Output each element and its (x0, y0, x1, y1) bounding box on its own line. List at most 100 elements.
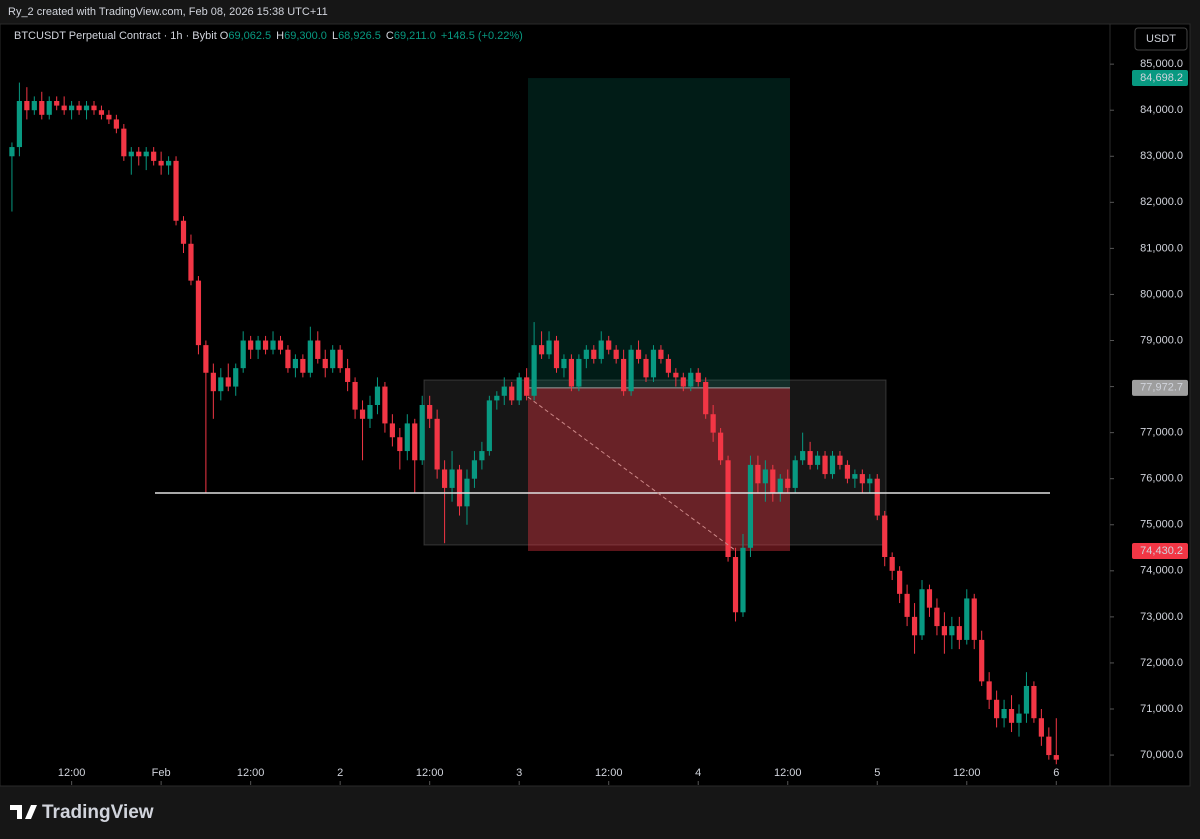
candle-body (807, 451, 813, 465)
candle-body (964, 598, 970, 640)
candle-body (240, 340, 246, 369)
price-tag (1132, 543, 1188, 560)
brand: TradingView (42, 802, 154, 823)
candle-body (546, 340, 552, 355)
candle-body (725, 460, 731, 557)
candle-body (576, 358, 582, 387)
candle-body (76, 105, 82, 111)
candle-body (747, 464, 754, 548)
candle-body (39, 101, 45, 115)
candle-body (300, 358, 306, 373)
candle-body (121, 128, 127, 157)
candle-body (46, 101, 52, 115)
candle-body (718, 432, 724, 461)
candle-body (561, 358, 567, 369)
price-tag (1132, 70, 1188, 87)
candle-body (151, 151, 157, 161)
price-tag-label: 77,972.7 (1140, 382, 1183, 394)
legend-change: +148.5 (+0.22%) (441, 30, 523, 42)
candle-body (262, 340, 269, 350)
candle-body (814, 455, 821, 465)
candle-body (606, 340, 612, 350)
candle-body (54, 101, 60, 106)
candle-body (740, 547, 746, 613)
candle-body (785, 478, 791, 488)
x-tick-label: 3 (516, 767, 522, 779)
candle-body (330, 349, 336, 369)
candle-body (165, 160, 172, 166)
x-tick-label: 12:00 (237, 767, 265, 779)
y-tick-label: 76,000.0 (1140, 473, 1183, 485)
candle-body (9, 147, 15, 157)
candles (9, 82, 1059, 765)
candle-body (635, 349, 642, 359)
candle-body (1008, 709, 1015, 723)
candle-body (397, 437, 403, 452)
candle-body (419, 405, 425, 461)
candle-body (113, 119, 119, 129)
candle-body (583, 349, 589, 359)
currency[interactable]: USDT (1146, 33, 1176, 45)
candle-body (643, 358, 649, 378)
candle-body (277, 340, 284, 350)
legend-value: 69,211.0 (394, 30, 436, 42)
candle-body (456, 469, 463, 507)
currency-button[interactable] (1134, 27, 1188, 51)
candle-body (770, 469, 776, 493)
legend-value: 68,926.5 (338, 30, 381, 42)
plot-area (0, 23, 1111, 787)
candle-body (337, 349, 343, 369)
y-tick-label: 74,000.0 (1140, 565, 1183, 577)
x-tick-label: 12:00 (774, 767, 802, 779)
y-tick-label: 75,000.0 (1140, 519, 1183, 531)
candle-body (792, 460, 798, 488)
candle-body (225, 377, 231, 387)
price-axis (1109, 23, 1191, 787)
y-tick-label: 85,000.0 (1140, 58, 1183, 70)
candle-body (106, 114, 112, 120)
candle-body (919, 589, 925, 636)
candle-body (926, 589, 933, 608)
candle-body (732, 557, 739, 613)
candle-body (307, 340, 313, 373)
candle-body (255, 340, 261, 350)
y-tick-label: 81,000.0 (1140, 242, 1183, 254)
candle-body (494, 395, 500, 401)
candle-body (1023, 685, 1030, 714)
candle-body (538, 345, 545, 355)
legend-key: H (276, 30, 284, 42)
candle-body (852, 474, 858, 479)
x-tick-label: 2 (337, 767, 343, 779)
candle-body (136, 151, 142, 157)
candle-body (16, 101, 22, 148)
price-tag (1132, 379, 1188, 396)
y-tick-label: 83,000.0 (1140, 150, 1183, 162)
x-tick-label: 5 (874, 767, 880, 779)
candle-body (956, 626, 962, 640)
candle-body (98, 110, 105, 115)
candle-body (897, 570, 903, 594)
candle-body (762, 469, 768, 484)
candle-body (1001, 709, 1007, 719)
legend-key: L (332, 30, 338, 42)
candle-body (345, 368, 351, 382)
candle-body (755, 464, 761, 484)
credit: Ry_2 created with TradingView.com, Feb 0… (8, 6, 328, 18)
candle-body (591, 349, 597, 359)
candle-body (621, 358, 627, 392)
x-tick-label: 12:00 (953, 767, 981, 779)
candle-body (598, 340, 604, 359)
candle-body (658, 349, 664, 359)
y-tick-label: 77,000.0 (1140, 427, 1183, 439)
y-tick-label: 73,000.0 (1140, 611, 1183, 623)
candle-body (509, 386, 515, 401)
candle-body (1053, 755, 1059, 760)
candle-body (210, 372, 216, 392)
candle-body (994, 699, 1000, 719)
candle-body (889, 557, 895, 571)
candle-body (389, 423, 395, 438)
candle-body (1038, 718, 1044, 737)
candle-body (710, 414, 716, 433)
candle-body (404, 423, 410, 452)
